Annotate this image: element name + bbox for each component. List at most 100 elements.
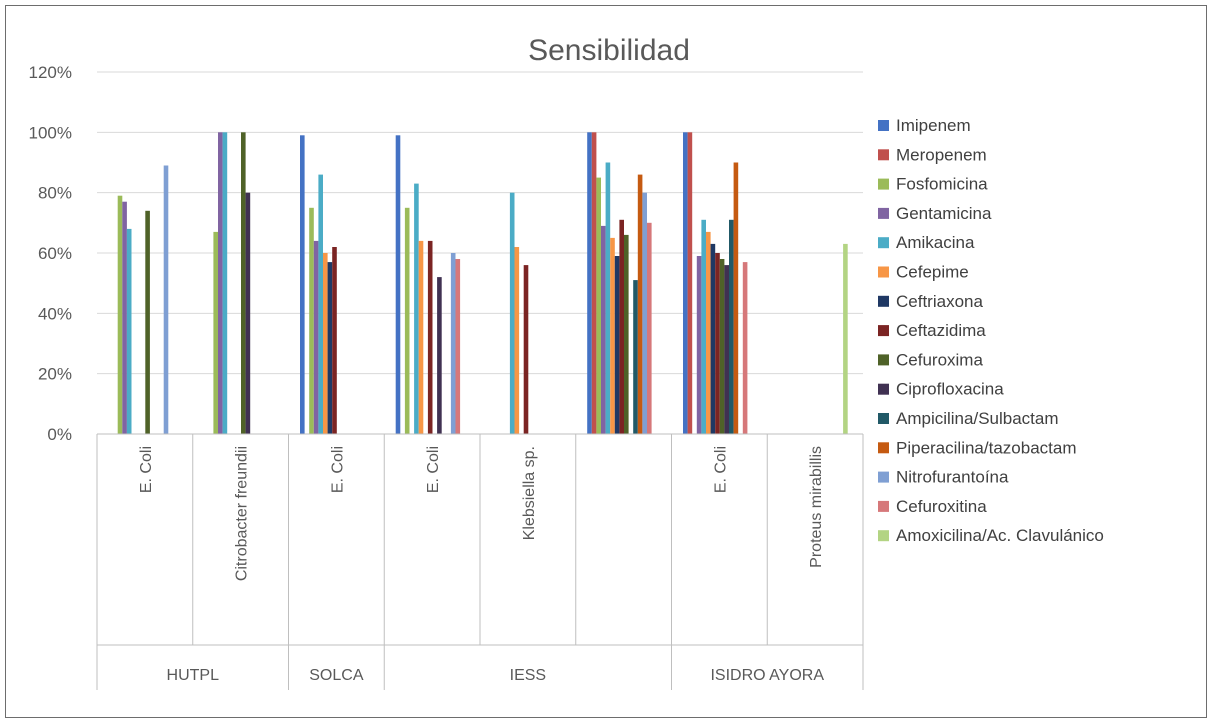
y-tick-label: 0% (47, 425, 72, 444)
y-tick-label: 60% (38, 244, 72, 263)
legend-label: Cefuroxima (896, 350, 983, 369)
bar-ceftriaxona (614, 256, 620, 434)
bar-cefuroxitina (647, 222, 652, 434)
group-label: HUTPL (167, 667, 220, 684)
bar-imipenem (683, 132, 688, 435)
bar-gentamicina (218, 132, 223, 435)
bar-fosfomicina (596, 177, 601, 434)
legend-label: Nitrofurantoína (896, 468, 1009, 487)
legend-swatch (878, 266, 889, 278)
bar-amikacina (318, 174, 323, 434)
legend-label: Ciprofloxacina (896, 380, 1004, 399)
bar-nitrofuranto-na (642, 192, 647, 434)
legend-swatch (878, 383, 889, 395)
bar-gentamicina (601, 225, 606, 434)
legend-label: Ampicilina/Sulbactam (896, 409, 1059, 428)
group-label: ISIDRO AYORA (710, 667, 824, 684)
bar-fosfomicina (213, 231, 218, 434)
legend-label: Fosfomicina (896, 175, 988, 194)
legend-swatch (878, 295, 889, 307)
legend-label: Meropenem (896, 145, 987, 164)
bar-imipenem (395, 135, 401, 435)
bar-cefuroxima (241, 132, 246, 435)
bar-meropenem (591, 132, 597, 435)
bar-ceftazidima (619, 219, 624, 434)
bar-cefepime (610, 237, 615, 434)
legend-swatch (878, 120, 889, 131)
bar-piperacilina-tazobactam (637, 174, 643, 434)
bar-ciprofloxacina (437, 277, 442, 434)
bar-ceftriaxona (710, 243, 716, 434)
legend-label: Imipenem (896, 116, 971, 135)
legend-swatch (878, 149, 889, 161)
category-label: Citrobacter freundii (234, 446, 251, 581)
legend-label: Gentamicina (896, 204, 992, 223)
bar-amikacina (701, 219, 706, 434)
group-label: IESS (510, 667, 546, 684)
y-tick-label: 120% (29, 63, 72, 82)
bar-ciprofloxacina (245, 192, 251, 434)
legend-swatch (878, 178, 889, 190)
bar-cefuroxima (145, 210, 150, 434)
y-tick-label: 80% (38, 184, 72, 203)
legend-label: Ceftriaxona (896, 292, 983, 311)
legend-swatch (878, 354, 889, 366)
bar-fosfomicina (117, 195, 123, 434)
chart-title: Sensibilidad (528, 34, 690, 67)
bar-ampicilina-sulbactam (729, 219, 734, 434)
bar-ceftazidima (427, 240, 433, 434)
legend-label: Cefuroxitina (896, 497, 987, 516)
category-label: Proteus mirabillis (808, 446, 825, 568)
category-label: E. Coli (425, 446, 442, 493)
group-label: SOLCA (309, 667, 364, 684)
legend-swatch (878, 530, 889, 542)
bar-cefuroxima (624, 234, 629, 434)
category-label: E. Coli (712, 446, 729, 493)
bar-cefuroxitina (455, 259, 461, 434)
bar-cefepime (706, 231, 711, 434)
bar-ceftriaxona (327, 262, 333, 434)
bar-fosfomicina (404, 207, 410, 435)
legend-label: Ceftazidima (896, 321, 986, 340)
legend-label: Amoxicilina/Ac. Clavulánico (896, 526, 1104, 545)
y-tick-label: 40% (38, 304, 72, 323)
bar-imipenem (300, 135, 305, 435)
legend-swatch (878, 325, 889, 337)
y-tick-label: 100% (29, 123, 72, 142)
category-label: Klebsiella sp. (521, 446, 538, 540)
bar-cefuroxima (719, 259, 725, 434)
bar-amikacina (414, 183, 419, 434)
legend-swatch (878, 413, 889, 424)
legend-swatch (878, 442, 889, 454)
legend-label: Amikacina (896, 233, 975, 252)
bar-amoxicilina-ac-clavul-nico (843, 243, 848, 434)
bar-cefepime (418, 240, 424, 434)
bar-nitrofuranto-na (163, 165, 169, 434)
legend-swatch (878, 500, 889, 512)
legend-label: Piperacilina/tazobactam (896, 438, 1076, 457)
legend-label: Cefepime (896, 263, 969, 282)
bar-amikacina (509, 192, 515, 434)
legend-swatch (878, 237, 889, 249)
category-label: E. Coli (329, 446, 346, 493)
bar-ceftazidima (715, 253, 720, 434)
bar-cefepime (323, 253, 328, 434)
bar-ampicilina-sulbactam (633, 280, 638, 434)
bar-ceftazidima (523, 265, 529, 434)
bar-amikacina (126, 228, 132, 434)
legend-swatch (878, 207, 889, 219)
bar-fosfomicina (309, 207, 314, 435)
bar-cefepime (514, 247, 520, 434)
bar-ciprofloxacina (724, 265, 729, 434)
bar-amikacina (605, 162, 611, 434)
bar-gentamicina (696, 256, 702, 434)
bar-nitrofuranto-na (450, 253, 456, 434)
bar-gentamicina (122, 201, 127, 434)
bar-ceftazidima (332, 247, 337, 434)
bar-amikacina (222, 132, 228, 435)
bar-cefuroxitina (742, 262, 748, 434)
bar-gentamicina (313, 240, 319, 434)
legend-swatch (878, 471, 889, 483)
bar-imipenem (587, 132, 592, 435)
